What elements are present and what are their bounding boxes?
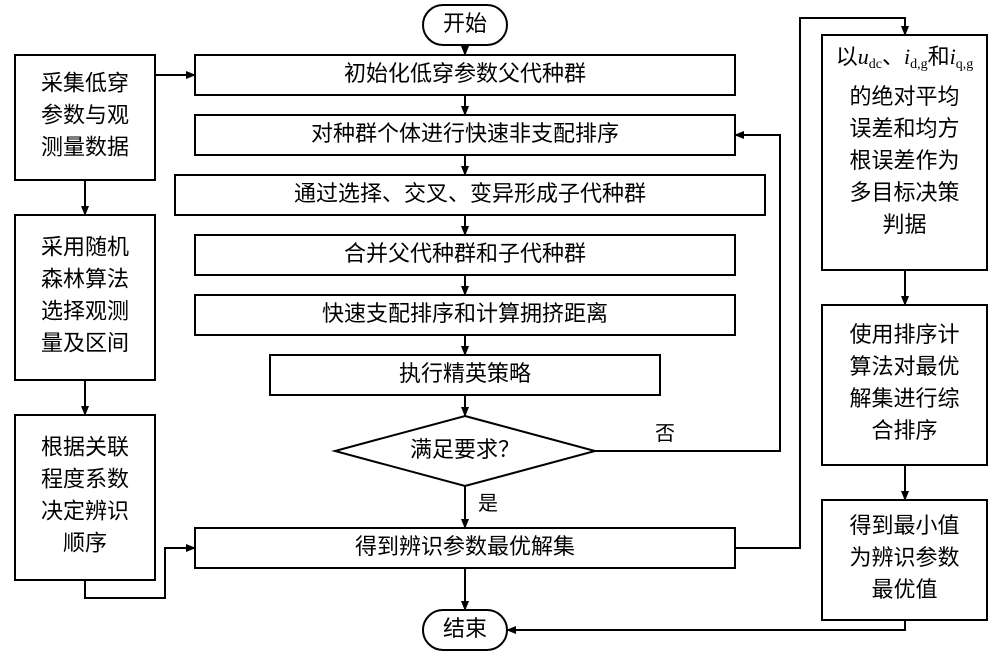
- svg-text:通过选择、交叉、变异形成子代种群: 通过选择、交叉、变异形成子代种群: [294, 181, 646, 206]
- svg-text:使用排序计: 使用排序计: [849, 322, 959, 347]
- svg-text:算法对最优: 算法对最优: [849, 354, 959, 379]
- svg-text:测量数据: 测量数据: [41, 135, 129, 160]
- svg-text:对种群个体进行快速非支配排序: 对种群个体进行快速非支配排序: [311, 121, 619, 146]
- svg-text:多目标决策: 多目标决策: [849, 180, 959, 205]
- svg-text:以udc、id,g和iq,g: 以udc、id,g和iq,g: [836, 44, 974, 72]
- connector-a_r3_end: [507, 620, 905, 630]
- svg-text:采集低穿: 采集低穿: [41, 71, 129, 96]
- svg-text:得到最小值: 得到最小值: [849, 513, 959, 538]
- svg-text:决定辨识: 决定辨识: [41, 499, 129, 524]
- svg-text:解集进行综: 解集进行综: [849, 386, 959, 411]
- svg-text:结束: 结束: [443, 616, 487, 641]
- svg-text:程度系数: 程度系数: [41, 467, 129, 492]
- svg-text:开始: 开始: [443, 11, 487, 36]
- svg-text:量及区间: 量及区间: [41, 331, 129, 356]
- svg-text:的绝对平均: 的绝对平均: [849, 84, 959, 109]
- svg-text:最优值: 最优值: [871, 577, 937, 602]
- svg-text:参数与观: 参数与观: [41, 103, 129, 128]
- svg-text:合并父代种群和子代种群: 合并父代种群和子代种群: [344, 241, 586, 266]
- svg-text:森林算法: 森林算法: [41, 267, 129, 292]
- svg-text:快速支配排序和计算拥挤距离: 快速支配排序和计算拥挤距离: [322, 301, 608, 326]
- svg-text:误差和均方: 误差和均方: [849, 116, 959, 141]
- svg-text:为辨识参数: 为辨识参数: [849, 545, 959, 570]
- svg-text:初始化低穿参数父代种群: 初始化低穿参数父代种群: [344, 61, 586, 86]
- svg-text:根误差作为: 根误差作为: [849, 148, 959, 173]
- svg-text:执行精英策略: 执行精英策略: [399, 361, 531, 386]
- svg-text:顺序: 顺序: [63, 531, 107, 556]
- branch-label: 否: [655, 423, 675, 445]
- svg-text:合排序: 合排序: [871, 418, 937, 443]
- svg-text:得到辨识参数最优解集: 得到辨识参数最优解集: [355, 534, 575, 559]
- svg-text:判据: 判据: [882, 212, 926, 237]
- flowchart: 开始结束 初始化低穿参数父代种群对种群个体进行快速非支配排序通过选择、交叉、变异形…: [0, 0, 1000, 652]
- svg-text:采用随机: 采用随机: [41, 235, 129, 260]
- svg-text:选择观测: 选择观测: [41, 299, 129, 324]
- svg-text:根据关联: 根据关联: [41, 435, 129, 460]
- branch-label: 是: [478, 493, 498, 515]
- svg-text:满足要求？: 满足要求？: [410, 437, 520, 462]
